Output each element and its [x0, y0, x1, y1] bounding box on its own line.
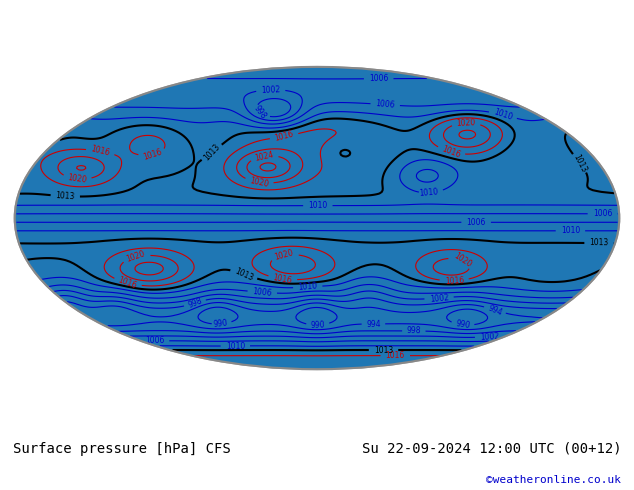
Text: 1016: 1016 [440, 144, 462, 159]
Text: 1013: 1013 [572, 152, 588, 174]
Text: 1006: 1006 [467, 218, 486, 227]
Text: 998: 998 [406, 326, 421, 336]
Text: 994: 994 [486, 303, 503, 317]
Text: 1006: 1006 [145, 336, 164, 345]
Text: 1016: 1016 [90, 145, 111, 158]
Text: 990: 990 [311, 320, 325, 330]
Text: 1013: 1013 [374, 345, 393, 355]
Text: 1013: 1013 [55, 191, 75, 201]
Text: 1010: 1010 [493, 107, 514, 122]
Text: Surface pressure [hPa] CFS: Surface pressure [hPa] CFS [13, 441, 230, 456]
Ellipse shape [15, 67, 619, 369]
Text: 1016: 1016 [274, 130, 295, 143]
Text: 1016: 1016 [444, 276, 464, 286]
Text: 1010: 1010 [308, 201, 328, 210]
Text: ©weatheronline.co.uk: ©weatheronline.co.uk [486, 475, 621, 485]
Text: 998: 998 [252, 104, 268, 121]
Ellipse shape [15, 67, 619, 369]
Text: 990: 990 [455, 319, 470, 330]
Text: 1002: 1002 [429, 293, 449, 303]
Text: 1002: 1002 [261, 85, 280, 95]
Text: Su 22-09-2024 12:00 UTC (00+12): Su 22-09-2024 12:00 UTC (00+12) [361, 441, 621, 456]
Text: 1010: 1010 [298, 282, 318, 292]
Text: 1010: 1010 [561, 226, 580, 235]
Text: 1016: 1016 [385, 351, 405, 360]
Text: 1020: 1020 [67, 173, 87, 185]
Text: 998: 998 [186, 296, 204, 310]
Text: 1020: 1020 [126, 249, 146, 264]
Text: 1010: 1010 [226, 342, 245, 350]
Text: 1016: 1016 [117, 275, 138, 291]
Text: 1006: 1006 [252, 287, 273, 298]
Text: 1020: 1020 [452, 251, 473, 270]
Text: 990: 990 [212, 318, 228, 329]
Text: 1013: 1013 [202, 142, 222, 162]
Text: 1016: 1016 [143, 147, 164, 162]
Text: 1013: 1013 [590, 239, 609, 248]
Text: 1006: 1006 [375, 99, 395, 110]
Text: 994: 994 [366, 319, 381, 329]
Text: 1006: 1006 [593, 209, 612, 219]
Text: 1020: 1020 [274, 248, 295, 262]
Text: 1024: 1024 [254, 150, 275, 163]
Text: 1013: 1013 [233, 267, 254, 283]
Text: 1010: 1010 [419, 188, 439, 198]
Text: 1002: 1002 [480, 332, 500, 342]
Text: 1006: 1006 [369, 74, 389, 83]
Text: 1016: 1016 [272, 273, 293, 285]
Text: 1020: 1020 [456, 118, 476, 128]
Text: 1020: 1020 [249, 176, 269, 189]
